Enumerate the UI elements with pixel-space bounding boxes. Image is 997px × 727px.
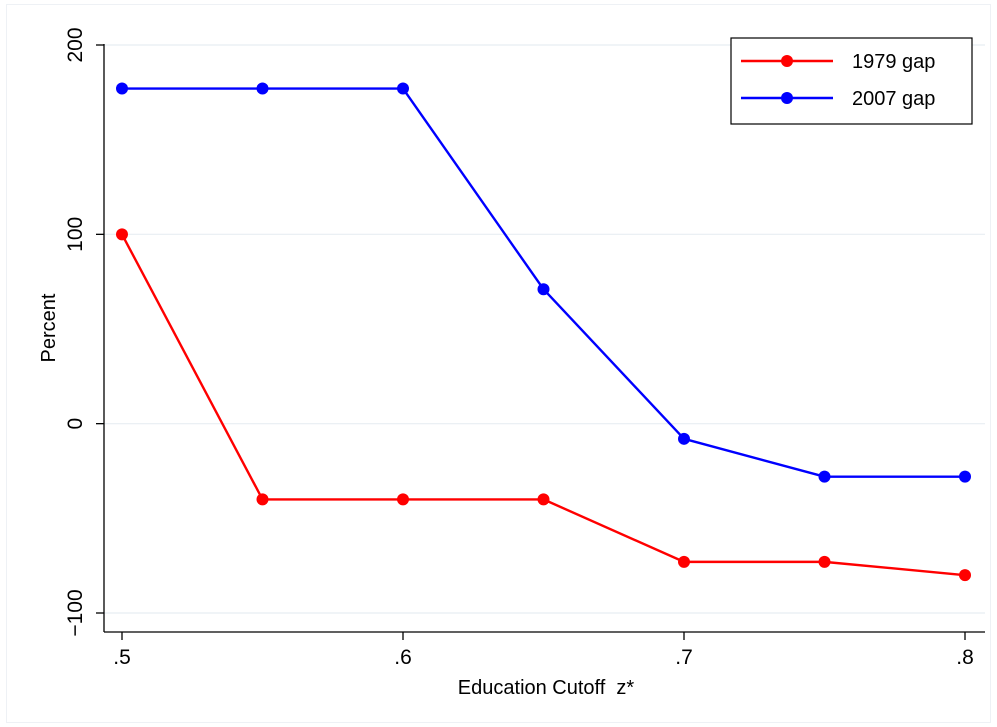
data-point — [678, 432, 690, 445]
y-tick-label: 0 — [64, 418, 87, 430]
data-point — [678, 555, 690, 568]
x-ticks: .5 .6 .7 .8 — [113, 632, 974, 669]
legend: 1979 gap 2007 gap — [730, 37, 973, 125]
y-ticks: −100 0 100 200 — [64, 27, 104, 637]
gridlines — [104, 44, 985, 614]
x-tick-label: .6 — [394, 646, 412, 669]
y-axis-title: Percent — [38, 293, 60, 362]
data-point — [397, 82, 409, 95]
data-point — [256, 493, 269, 506]
series-1 — [116, 228, 971, 582]
legend-box — [730, 37, 973, 125]
x-tick-label: .8 — [956, 646, 974, 669]
data-point — [818, 555, 831, 568]
data-point — [537, 493, 550, 506]
series-group — [116, 82, 971, 582]
series-line — [122, 87, 965, 478]
legend-marker — [781, 92, 793, 104]
data-point — [818, 470, 831, 483]
x-tick-label: .7 — [675, 646, 693, 669]
series-2 — [116, 82, 971, 483]
data-point — [116, 228, 128, 241]
y-tick-label: −100 — [64, 589, 87, 636]
x-tick-label: .5 — [113, 646, 131, 669]
data-point — [397, 493, 409, 506]
data-point — [959, 569, 971, 582]
axes — [103, 44, 985, 633]
x-axis-title: Education Cutoff z* — [458, 677, 635, 699]
legend-label: 2007 gap — [852, 88, 935, 110]
data-point — [959, 470, 971, 483]
y-tick-label: 100 — [64, 217, 87, 252]
legend-marker — [781, 55, 793, 67]
y-tick-label: 200 — [64, 27, 87, 62]
data-point — [116, 82, 128, 95]
legend-label: 1979 gap — [852, 51, 935, 73]
data-point — [537, 283, 550, 296]
data-point — [256, 82, 269, 95]
